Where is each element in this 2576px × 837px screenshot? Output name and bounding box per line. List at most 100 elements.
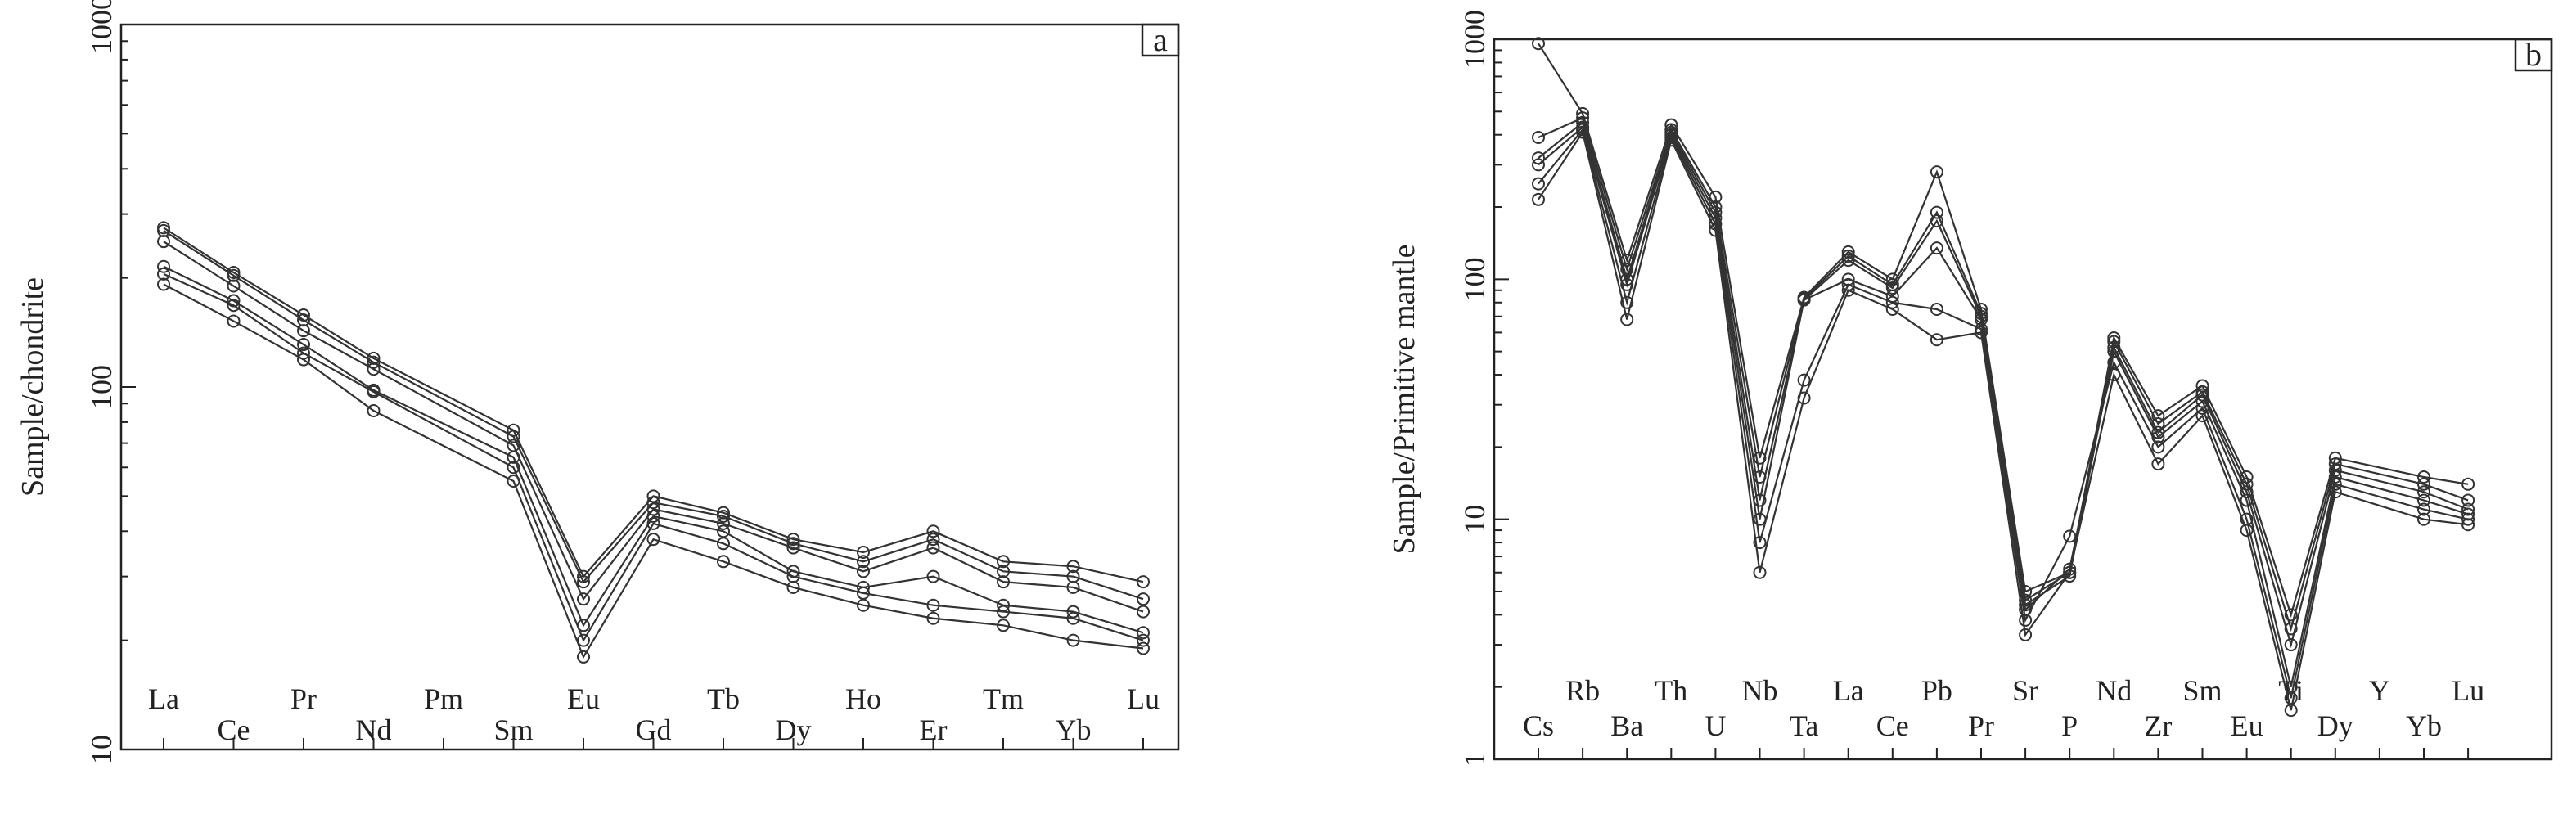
data-point [2151,457,2165,471]
data-point [2107,356,2121,370]
data-point [2417,477,2430,491]
data-point [157,235,170,249]
data-point [2195,394,2209,408]
data-point [1797,373,1811,387]
y-tick-label: 10 [85,735,118,764]
data-series [1532,115,2475,652]
data-point [1930,241,1943,255]
data-point [157,259,170,273]
y-tick-label: 100 [1458,257,1491,301]
data-point [926,598,940,612]
data-point [1532,37,1545,51]
data-point [157,267,170,281]
series-line [1538,129,2469,711]
data-point [646,502,660,516]
data-point [926,524,940,538]
data-point [1620,295,1634,309]
x-category-label: Nb [1742,674,1778,707]
x-category-label: La [1833,674,1864,707]
data-point [227,294,241,308]
x-category-label: Pm [424,682,463,715]
data-series [157,267,1150,647]
data-point [2417,485,2430,499]
data-point [646,509,660,523]
y-tick-label: 1000 [85,0,118,54]
data-point [2328,485,2342,499]
chart-panel-b: b Sample/Primitive mantle 1 10 100 1000 Cs R… [1387,10,2553,767]
data-point [1137,605,1150,619]
data-point [2063,562,2077,576]
x-category-label: Lu [1127,682,1160,715]
data-point [646,496,660,510]
data-point [227,299,241,313]
data-point [297,338,310,352]
data-point [227,314,241,328]
data-point [2417,512,2430,526]
x-category-label: Nd [356,713,392,746]
data-point [1753,565,1767,579]
data-series [157,221,1150,589]
data-point [786,537,800,551]
x-category-label: Gd [636,713,672,746]
x-category-label: P [2061,709,2078,742]
series-line [1538,128,2469,699]
data-point [926,541,940,555]
data-point [2417,502,2430,516]
data-point [646,533,660,547]
data-point [2063,529,2077,543]
y-ticks-a: 10 100 1000 [85,0,136,764]
data-point [2019,628,2033,641]
x-category-label: Eu [2231,709,2263,742]
data-point [297,324,310,338]
x-category-label: Yb [2406,709,2442,742]
data-point [1137,633,1150,647]
data-point [857,598,870,612]
x-category-label: Pr [1968,709,1994,742]
x-category-label: Th [1655,674,1687,707]
data-series [1532,123,2475,705]
y-tick-label: 1 [1458,752,1491,767]
data-point [367,355,381,369]
data-point [1066,633,1080,647]
data-point [717,537,730,551]
data-point [717,516,730,530]
y-axis-label-b: Sample/Primitive mantle [1387,245,1421,555]
data-point [367,362,381,376]
panel-label-a: a [1153,21,1168,58]
data-point [1532,177,1545,191]
data-point [786,580,800,594]
plot-frame-b [1493,38,2553,761]
chart-panel-a: a Sample/chondrite 10 100 1000 La Ce Pr Nd Pm S… [16,0,1180,764]
y-axis-label-a: Sample/chondrite [16,277,50,497]
data-point [857,565,870,578]
data-point [786,541,800,555]
data-point [1137,575,1150,589]
x-category-label: Pr [290,682,317,715]
panel-label-box-b [2514,38,2553,72]
data-point [2284,691,2298,705]
series-line [163,229,1144,601]
data-point [1797,293,1811,307]
data-point [1620,313,1634,326]
x-category-label: Eu [567,682,600,715]
data-point [857,555,870,569]
data-point [1841,245,1855,259]
data-point [577,575,590,589]
x-category-label: La [148,682,179,715]
x-category-label: Ti [2278,674,2304,707]
x-category-label: Yb [1056,713,1092,746]
data-point [1532,130,1545,144]
data-point [1620,263,1634,277]
x-category-label: Dy [776,713,812,746]
data-point [2328,463,2342,477]
data-point [507,475,520,488]
x-category-label: U [1705,709,1726,742]
x-category-label: Cs [1523,709,1554,742]
data-point [1975,326,1988,340]
data-point [2328,470,2342,484]
data-point [997,605,1010,619]
data-point [1137,592,1150,606]
data-series [157,235,1150,619]
data-point [1137,626,1150,640]
x-category-label: Dy [2317,709,2353,742]
